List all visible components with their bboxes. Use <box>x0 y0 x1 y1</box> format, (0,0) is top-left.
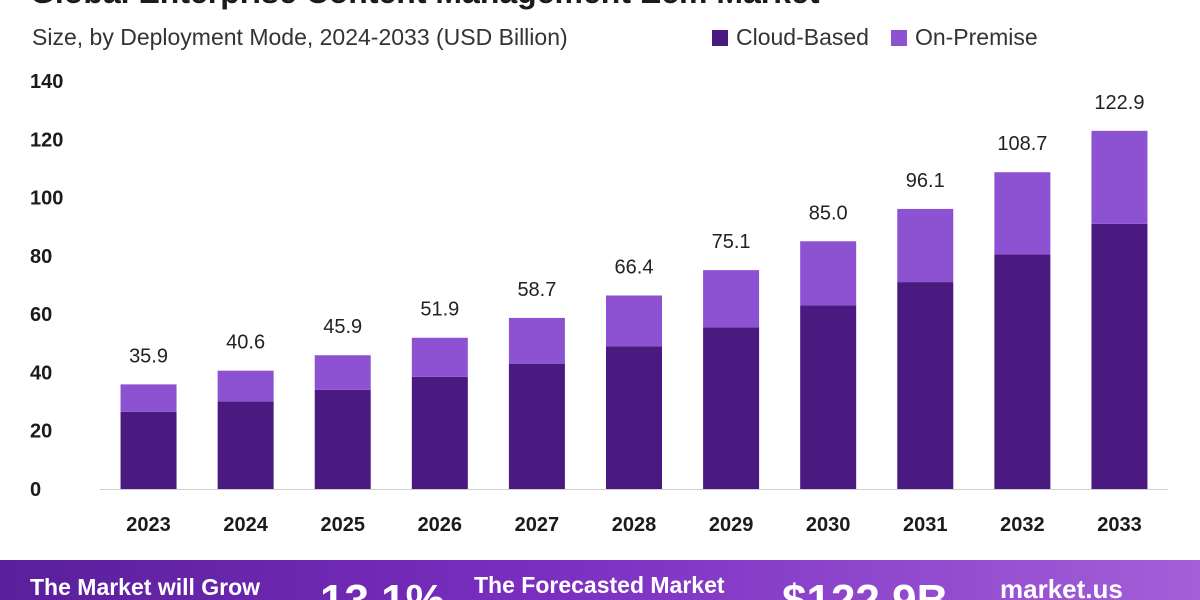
bar-on-premise <box>800 241 857 306</box>
chart-title: Global Enterprise Content Management Ecm… <box>30 0 820 11</box>
x-tick-label: 2029 <box>709 514 754 536</box>
y-tick-label: 20 <box>30 421 52 443</box>
data-label-total: 40.6 <box>226 332 265 354</box>
bar-cloud-based <box>1091 223 1148 490</box>
data-label-total: 122.9 <box>1094 92 1144 114</box>
y-tick-label: 120 <box>30 129 63 151</box>
bar-cloud-based <box>994 254 1051 489</box>
legend-swatch-cloud <box>712 29 728 46</box>
x-tick-label: 2030 <box>806 514 851 536</box>
chart: Global Enterprise Content Management Ecm… <box>30 0 1168 536</box>
data-label-total: 85.0 <box>809 202 848 224</box>
data-label-total: 45.9 <box>323 316 362 338</box>
x-tick-label: 2028 <box>612 514 657 536</box>
data-label-total: 51.9 <box>420 299 459 321</box>
data-label-total: 108.7 <box>997 133 1047 155</box>
x-tick-label: 2031 <box>903 514 948 536</box>
y-tick-label: 40 <box>30 362 52 384</box>
x-tick-label: 2033 <box>1097 514 1142 536</box>
footer-banner: The Market will Grow 13.1% The Forecaste… <box>0 560 1200 600</box>
data-label-total: 66.4 <box>615 256 654 278</box>
bar-on-premise <box>314 355 371 390</box>
footer-forecast-text: The Forecasted Market <box>474 572 725 598</box>
x-tick-label: 2025 <box>320 514 365 536</box>
bar-cloud-based <box>508 363 565 489</box>
bar-on-premise <box>217 370 274 402</box>
data-label-total: 58.7 <box>517 279 556 301</box>
bar-on-premise <box>508 317 565 364</box>
x-tick-label: 2027 <box>515 514 560 536</box>
chart-subtitle: Size, by Deployment Mode, 2024-2033 (USD… <box>32 24 568 50</box>
x-tick-label: 2032 <box>1000 514 1045 536</box>
bar-cloud-based <box>703 327 760 489</box>
data-label-total: 96.1 <box>906 170 945 192</box>
bar-on-premise <box>703 270 760 328</box>
plot-area: 0 20 40 60 80 100 120 140 35.9 2023 40.6 2024 45.9 20… <box>30 71 1168 536</box>
y-tick-label: 140 <box>30 71 63 93</box>
bar-cloud-based <box>800 305 857 489</box>
bar-on-premise <box>606 295 662 347</box>
bar-cloud-based <box>897 282 954 489</box>
y-tick-label: 60 <box>30 304 52 326</box>
footer-grow-text: The Market will Grow <box>30 574 261 600</box>
data-label-total: 75.1 <box>712 231 751 253</box>
footer-brand: market.us <box>1000 574 1123 600</box>
y-tick-label: 80 <box>30 246 52 268</box>
legend-item-onpremise: On-Premise <box>890 24 1038 51</box>
x-tick-label: 2026 <box>418 514 463 536</box>
bar-on-premise <box>994 172 1051 255</box>
data-label-total: 35.9 <box>129 345 168 367</box>
bar-cloud-based <box>217 401 274 489</box>
bar-cloud-based <box>411 376 468 489</box>
legend: Cloud-Based On-Premise <box>712 24 1038 51</box>
y-tick-label: 100 <box>30 188 63 210</box>
x-tick-label: 2024 <box>223 514 268 536</box>
y-tick-label: 0 <box>30 479 41 501</box>
bar-on-premise <box>897 208 954 283</box>
bar-on-premise <box>120 384 177 412</box>
x-tick-label: 2023 <box>126 514 171 536</box>
footer-cagr-value: 13.1% <box>320 576 445 600</box>
legend-label-onpremise: On-Premise <box>914 24 1038 50</box>
legend-label-cloud: Cloud-Based <box>736 24 869 50</box>
bar-cloud-based <box>120 411 177 489</box>
bar-on-premise <box>1091 130 1148 224</box>
legend-item-cloud: Cloud-Based <box>712 24 869 51</box>
footer-forecast-value: $122.9B <box>782 576 948 600</box>
legend-swatch-onpremise <box>890 29 907 46</box>
bar-cloud-based <box>606 346 662 489</box>
bar-on-premise <box>411 337 468 377</box>
bar-cloud-based <box>314 389 371 489</box>
